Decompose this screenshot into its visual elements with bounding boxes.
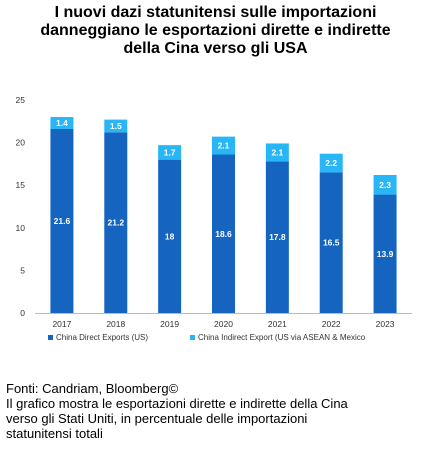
data-label: 1.4 [56,118,68,128]
data-label: 18 [165,231,175,241]
data-label: 21.2 [108,218,125,228]
x-tick-label: 2022 [322,319,341,329]
data-label: 2.2 [325,158,337,168]
bar-direct [50,128,74,313]
bar-indirect [104,119,128,133]
x-tick-label: 2023 [376,319,395,329]
y-axis: 0 5 10 15 20 25 [16,95,26,318]
x-tick-label: 2018 [106,319,125,329]
chart-notes: Fonti: Candriam, Bloomberg© Il grafico m… [6,381,426,441]
y-tick-label: 0 [20,308,25,318]
data-label: 1.7 [164,147,176,157]
data-label: 2.1 [218,141,230,151]
legend-swatch-direct [48,335,53,340]
bar-direct [373,194,397,313]
x-tick-label: 2019 [160,319,179,329]
y-tick-label: 5 [20,265,25,275]
legend-label: China Indirect Export (US via ASEAN & Me… [198,333,366,342]
source-note: Fonti: Candriam, Bloomberg© [6,381,179,396]
caption-line-3: statunitensi totali [6,426,103,441]
legend-swatch-indirect [190,335,195,340]
x-axis: 2017 2018 2019 2020 2021 2022 2023 [35,313,412,329]
bar-indirect [265,143,289,162]
legend: China Direct Exports (US) China Indirect … [48,333,366,342]
x-tick-label: 2021 [268,319,287,329]
data-label: 2.1 [271,147,283,157]
caption-line-1: Il grafico mostra le esportazioni dirett… [6,396,348,411]
data-label: 2.3 [379,180,391,190]
bar-direct [265,161,289,313]
bar-indirect [50,117,74,129]
bar-direct [104,132,128,313]
bar-direct [158,159,182,313]
title-line-3: della Cina verso gli USA [123,40,308,57]
y-tick-label: 15 [16,180,26,190]
bars-group: 21.6 1.4 21.2 1.5 18 1.7 18.6 2.1 17.8 2.1 16.5 2.2… [50,117,397,313]
y-tick-label: 25 [16,95,26,105]
bar-indirect [158,145,182,160]
bar-indirect [373,174,397,195]
title-line-1: I nuovi dazi statunitensi sulle importaz… [54,4,377,21]
y-tick-label: 10 [16,223,26,233]
bar-direct [212,154,235,313]
data-label: 16.5 [323,238,340,248]
data-label: 21.6 [54,216,71,226]
title-line-2: danneggiano le esportazioni dirette e in… [40,22,391,39]
x-tick-label: 2020 [214,319,233,329]
legend-label: China Direct Exports (US) [56,333,148,342]
data-label: 18.6 [215,229,232,239]
bar-indirect [212,136,235,155]
bar-indirect [319,153,343,173]
bar-direct [319,172,343,313]
caption-line-2: verso gli Stati Uniti, in percentuale de… [6,411,308,426]
x-tick-label: 2017 [52,319,71,329]
stacked-bar-chart: 0 5 10 15 20 25 21.6 1.4 21.2 1.5 18 1.7 18.6 2.1 17.… [16,95,412,342]
data-label: 13.9 [377,249,394,259]
data-label: 17.8 [269,232,286,242]
chart-title: I nuovi dazi statunitensi sulle importaz… [0,4,431,58]
data-label: 1.5 [110,121,122,131]
y-tick-label: 20 [16,138,26,148]
